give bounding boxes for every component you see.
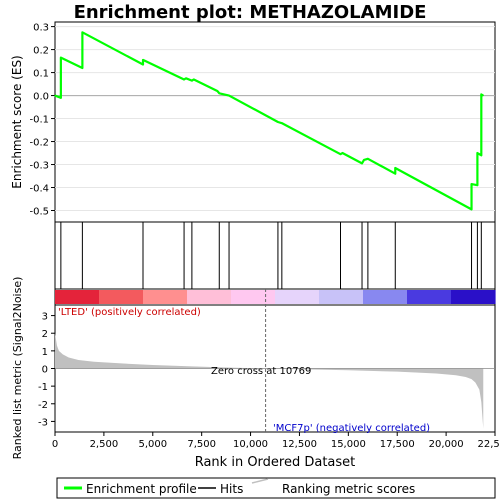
metric-y-ticks: 3 2 1 0 -1 -2 -3	[38, 312, 55, 429]
x-tick-label: 12,500	[282, 439, 317, 450]
x-tick-label: 7,500	[187, 439, 216, 450]
es-y-tick-label: -0.5	[29, 207, 49, 218]
es-y-tick-label: -0.3	[29, 161, 49, 172]
enrichment-profile-point	[361, 163, 362, 164]
x-tick-label: 2,500	[90, 439, 119, 450]
metric-y-tick-label: 3	[42, 312, 48, 323]
enrichment-profile-point	[281, 123, 282, 124]
metric-y-tick-label: -3	[38, 417, 48, 428]
gradient-segment	[275, 290, 320, 304]
enrichment-profile-point	[481, 155, 482, 156]
enrichment-profile-point	[483, 95, 484, 96]
gradient-segment	[451, 290, 496, 304]
enrichment-profile-point	[142, 59, 143, 60]
gradient-segment	[99, 290, 144, 304]
x-tick-label: 15,000	[331, 439, 366, 450]
legend-label-ranking-metric: Ranking metric scores	[282, 482, 415, 496]
enrichment-profile-point	[363, 159, 364, 160]
metric-y-tick-label: -1	[38, 382, 48, 393]
enrichment-profile-point	[193, 79, 194, 80]
metric-y-tick-label: -2	[38, 400, 48, 411]
es-y-tick-label: 0.2	[33, 46, 49, 57]
zero-cross-label: Zero cross at 10769	[211, 366, 311, 377]
enrichment-profile-point	[54, 95, 55, 96]
es-y-tick-label: 0.0	[33, 92, 49, 103]
gradient-segment	[319, 290, 364, 304]
x-tick-label: 20,000	[429, 439, 464, 450]
es-y-tick-label: 0.3	[33, 23, 49, 34]
gradient-bar	[55, 290, 496, 304]
x-axis-label: Rank in Ordered Dataset	[195, 455, 356, 470]
gradient-segment	[143, 290, 188, 304]
metric-y-tick-label: 2	[42, 329, 48, 340]
metric-y-tick-label: 1	[42, 347, 48, 358]
enrichment-profile-point	[183, 79, 184, 80]
x-tick-label: 5,000	[138, 439, 167, 450]
chart-title: Enrichment plot: METHAZOLAMIDE	[74, 2, 427, 23]
gradient-segment	[363, 290, 408, 304]
enrichment-profile-point	[395, 167, 396, 168]
x-tick-label: 0	[52, 439, 58, 450]
enrichment-profile-point	[82, 32, 83, 33]
hits-panel-frame	[55, 222, 495, 289]
enrichment-profile-point	[82, 67, 83, 68]
enrichment-profile-point	[60, 97, 61, 98]
enrichment-profile-point	[477, 185, 478, 186]
negative-label: 'MCF7p' (negatively correlated)	[273, 423, 430, 434]
enrichment-profile-point	[191, 80, 192, 81]
enrichment-profile-point	[142, 64, 143, 65]
enrichment-profile-point	[395, 173, 396, 174]
enrichment-profile-point	[277, 121, 278, 122]
es-y-ticks: 0.3 0.2 0.1 0.0 -0.1 -0.2 -0.3 -0.4 -0.5	[29, 23, 55, 218]
enrichment-profile-point	[342, 152, 343, 153]
gradient-segment	[231, 290, 276, 304]
gradient-segment	[55, 290, 100, 304]
x-tick-label: 17,500	[380, 439, 415, 450]
enrichment-profile-point	[481, 94, 482, 95]
gradient-segment	[407, 290, 452, 304]
enrichment-profile-point	[219, 93, 220, 94]
enrichment-profile-point	[228, 95, 229, 96]
es-y-axis-label: Enrichment score (ES)	[10, 55, 24, 188]
legend-label-hits: Hits	[220, 482, 243, 496]
legend: Enrichment profile Hits Ranking metric s…	[57, 478, 495, 498]
enrichment-profile-point	[217, 90, 218, 91]
enrichment-profile-point	[340, 154, 341, 155]
enrichment-profile-point	[477, 152, 478, 153]
es-y-tick-label: 0.1	[33, 69, 49, 80]
es-y-tick-label: -0.4	[29, 184, 49, 195]
positive-label: 'LTED' (positively correlated)	[58, 307, 201, 318]
metric-y-tick-label: 0	[42, 365, 48, 376]
enrichment-profile-point	[471, 209, 472, 210]
x-tick-label: 22,500	[478, 439, 500, 450]
enrichment-profile-point	[185, 78, 186, 79]
metric-y-axis-label: Ranked list metric (Signal2Noise)	[11, 277, 24, 460]
gradient-segment	[187, 290, 232, 304]
es-y-tick-label: -0.1	[29, 115, 49, 126]
enrichment-profile-point	[60, 57, 61, 58]
legend-label-enrichment-profile: Enrichment profile	[86, 482, 197, 496]
enrichment-profile-point	[367, 158, 368, 159]
es-y-tick-label: -0.2	[29, 138, 49, 149]
x-ticks: 0 2,500 5,000 7,500 10,000 12,500 15,000 17,500…	[52, 432, 500, 450]
x-tick-label: 10,000	[233, 439, 268, 450]
enrichment-profile-point	[471, 183, 472, 184]
